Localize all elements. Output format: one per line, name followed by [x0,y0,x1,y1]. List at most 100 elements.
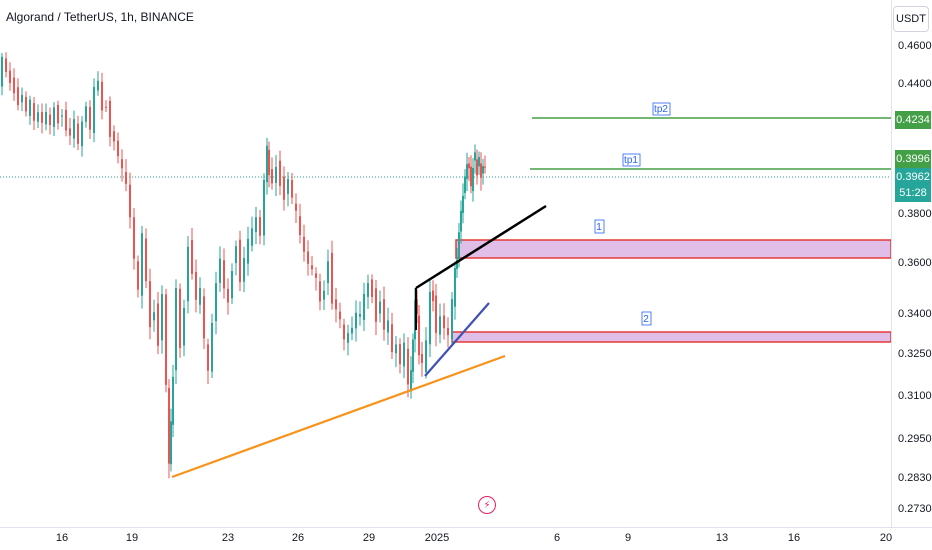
y-tick-label: 0.3800 [898,208,932,220]
candle-body [165,294,167,385]
candle-body [478,156,480,167]
candle-body [243,258,245,282]
candle-body [41,112,43,123]
candle-body [105,106,107,108]
candle-body [425,340,427,372]
y-tick-label: 0.2830 [898,472,932,484]
candle-body [117,140,119,157]
candle-body [367,283,369,297]
candle-body [29,99,31,116]
support-trendline[interactable] [171,354,506,479]
candle-body [418,315,420,356]
y-tick-label: 0.2730 [898,503,932,515]
x-tick-label: 6 [554,532,560,544]
candle-body [170,421,172,465]
zone-2-label-box [641,311,652,326]
candle-body [403,342,405,367]
candle-body [13,77,15,94]
candle-body [183,307,185,346]
y-tick-label: 0.2950 [898,433,932,445]
countdown-badge: 51:28 [895,184,931,202]
tp2-price-badge: 0.4234 [895,111,931,129]
candle-body [61,115,63,117]
candle-body [271,169,273,184]
candle-body [315,273,317,278]
candle-body [387,320,389,333]
y-tick-label: 0.3250 [898,348,932,360]
candle-body [347,333,349,343]
time-axis-divider [0,527,932,528]
candle-body [129,184,131,218]
candle-body [454,268,456,307]
tp1-label-box [622,153,641,167]
candle-body [275,167,277,183]
candle-body [472,167,474,192]
candle-body [223,260,225,289]
candle-body [65,109,67,131]
candle-body [466,164,468,179]
candle-body [121,159,123,169]
candle-body [268,149,270,176]
candle-body [97,80,99,91]
candle-body [203,296,205,339]
candle-body [145,238,147,282]
candle-body [266,145,268,183]
x-tick-label: 20 [880,532,892,544]
candle-body [291,180,293,198]
candle-body [33,103,35,121]
candle-body [207,344,209,371]
candle-body [168,387,170,464]
candle-body [21,94,23,103]
price-axis-divider [891,0,892,528]
channel-bottom-trendline[interactable] [424,302,490,377]
candle-body [283,176,285,200]
candle-body [327,261,329,284]
candle-body [395,344,397,354]
candle-body [319,281,321,302]
candle-body [187,246,189,302]
candle-body [255,217,257,233]
candle-body [25,96,27,112]
candle-body [279,160,281,186]
candle-body [259,217,261,236]
candle-body [410,370,412,392]
candle-body [470,166,472,187]
candle-body [93,86,95,133]
candle-body [407,348,409,385]
candle-body [480,163,482,178]
candle-body [172,376,174,425]
candle-body [73,119,75,139]
candle-body [69,128,71,136]
candle-body [451,299,453,340]
candle-body [484,166,486,168]
candle-body [5,58,7,72]
candle-body [307,251,309,264]
candle-body [399,344,401,365]
currency-selector[interactable]: USDT [893,6,929,32]
candle-body [351,327,353,334]
candle-body [113,131,115,142]
lightning-icon[interactable]: ⚡ [478,496,496,514]
candle-body [9,70,11,84]
channel-top-trendline[interactable] [415,204,547,290]
candle-body [161,294,163,341]
y-tick-label: 0.3600 [898,257,932,269]
candle-body [482,166,484,174]
candle-body [239,239,241,283]
candle-body [476,159,478,176]
symbol-title: Algorand / TetherUS, 1h, BINANCE [6,10,194,24]
x-tick-label: 9 [625,532,631,544]
candle-body [335,299,337,310]
last-price-badge: 0.3962 [895,168,931,186]
candle-body [375,288,377,322]
candle-body [295,203,297,211]
candle-body [371,279,373,297]
candle-body [235,246,237,263]
zone-2[interactable] [451,331,892,343]
candle-body [468,163,470,169]
candle-body [412,339,414,372]
candle-body [447,327,449,336]
zone-1[interactable] [455,239,892,259]
candle-body [157,303,159,346]
